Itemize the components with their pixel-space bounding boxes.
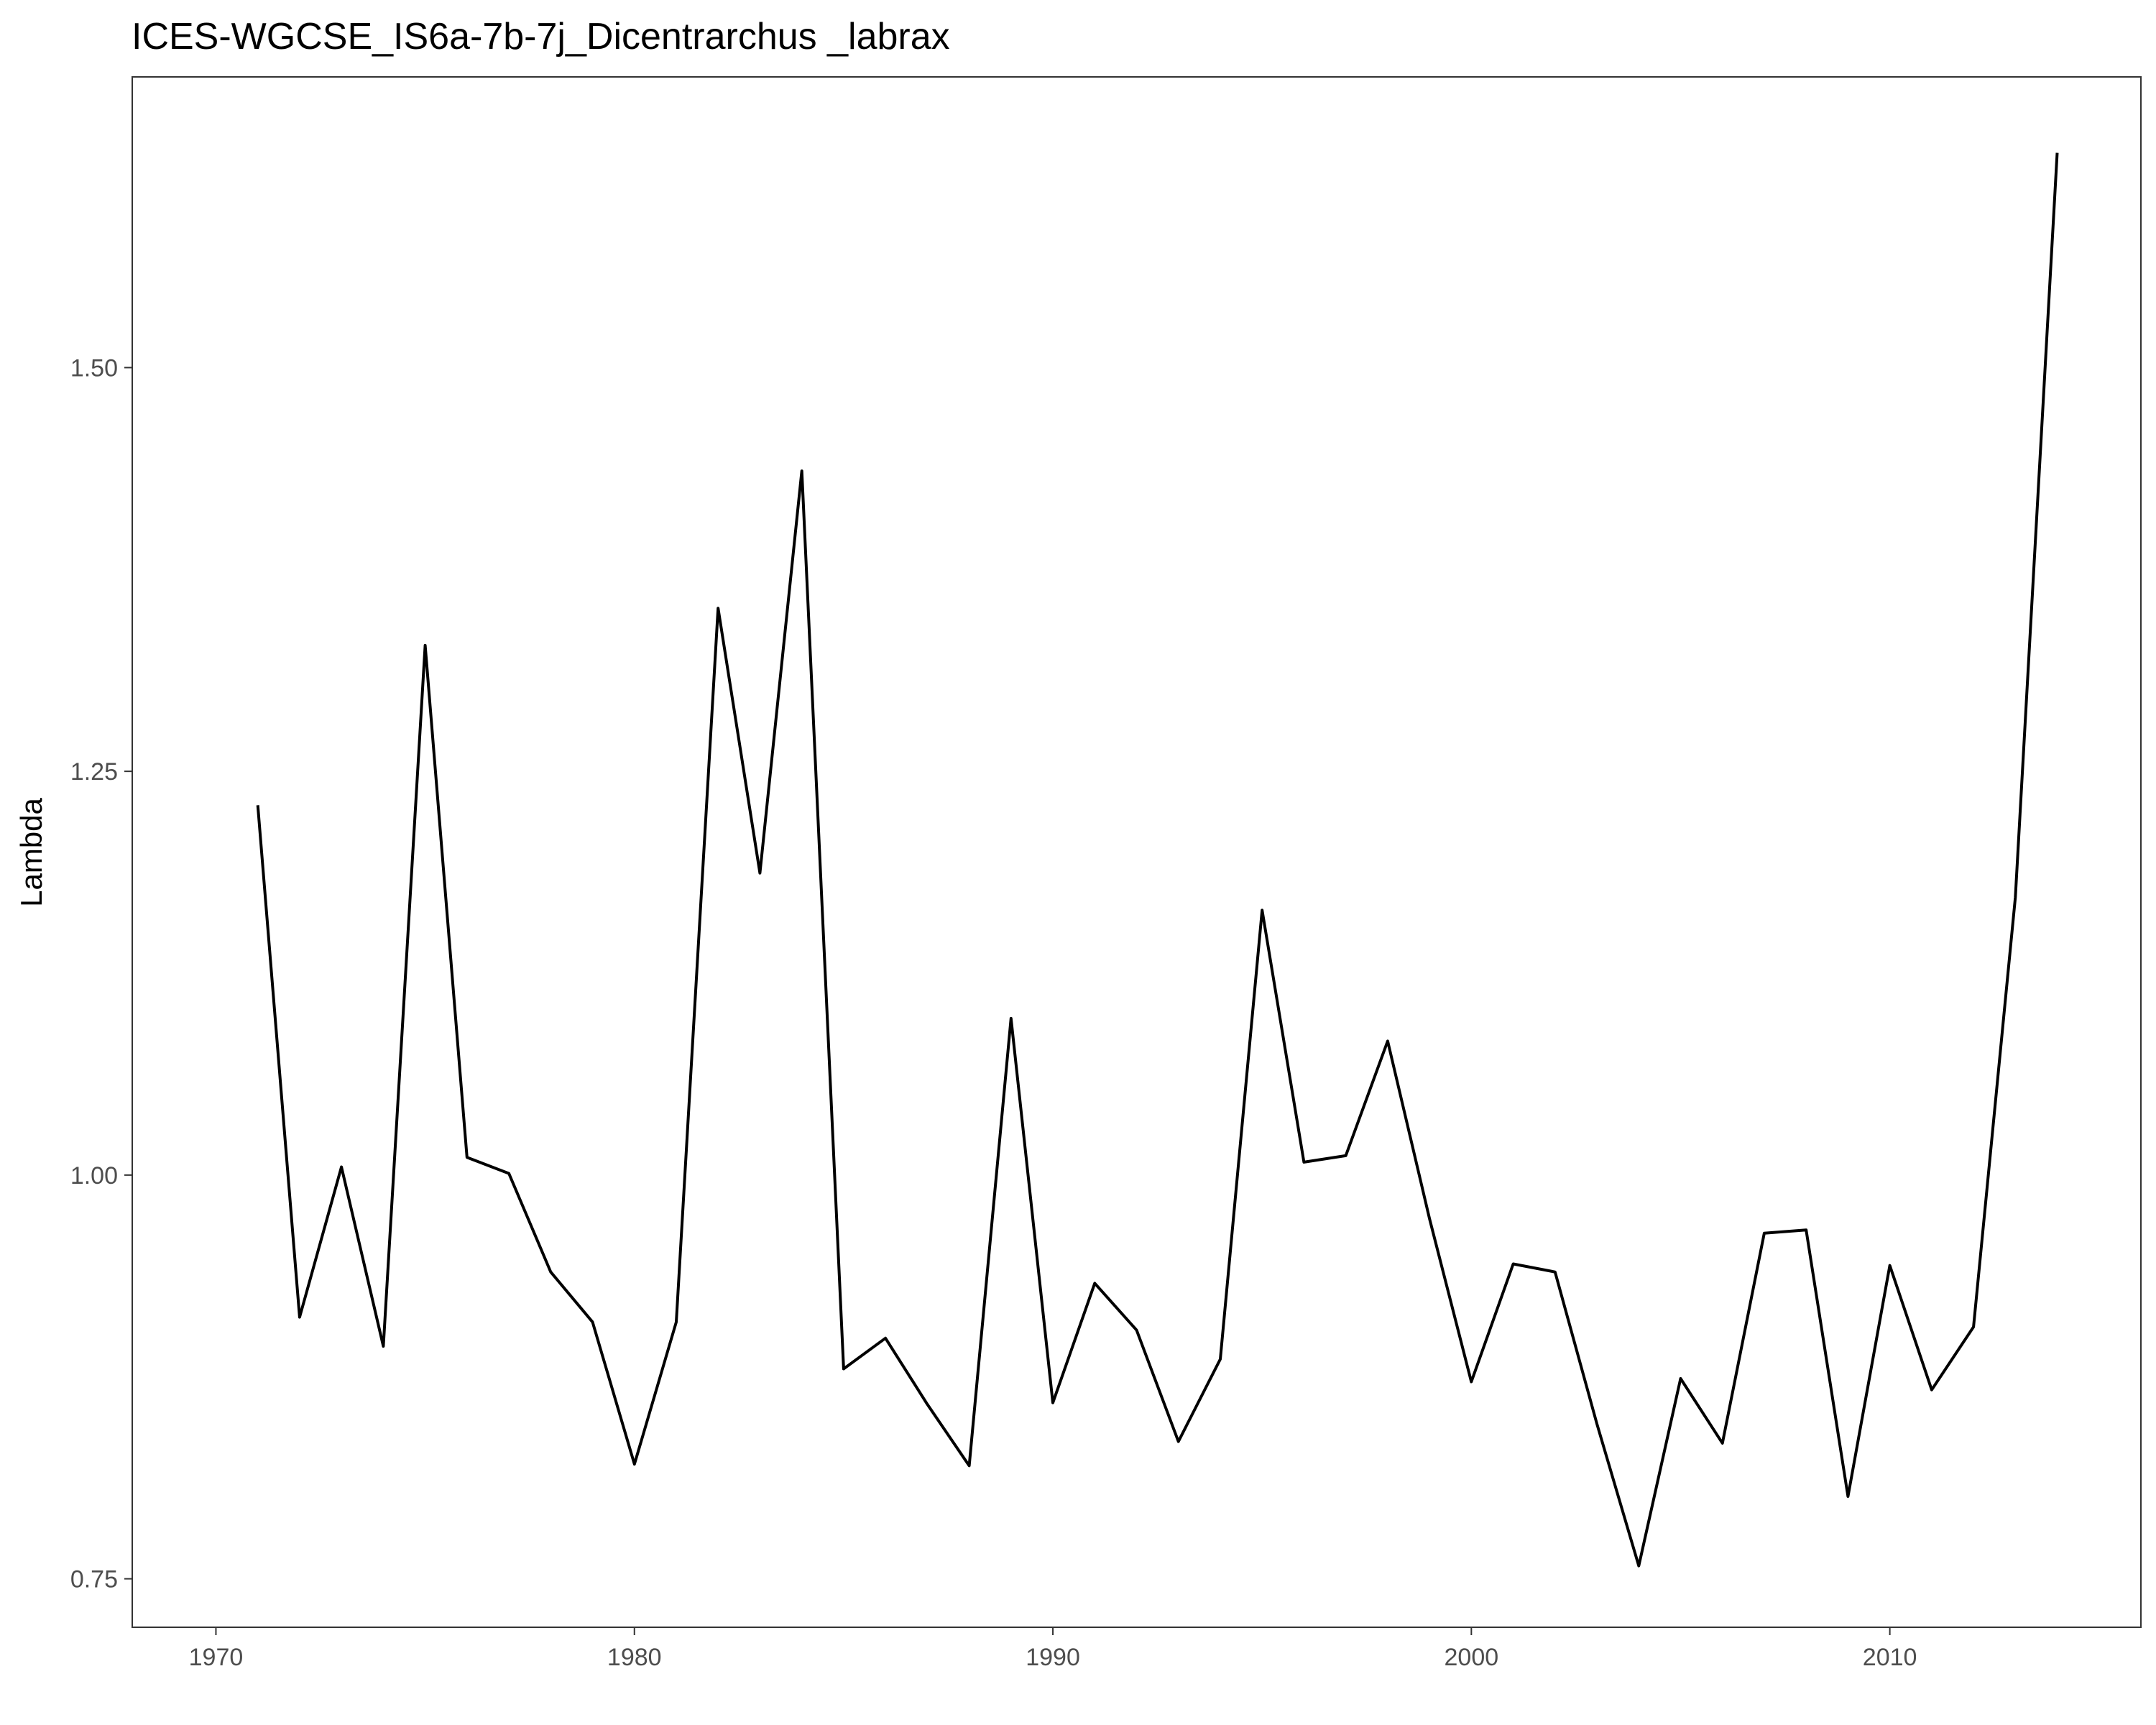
x-tick-label: 1990 <box>1026 1644 1080 1671</box>
x-tick-label: 1970 <box>189 1644 244 1671</box>
chart-title: ICES-WGCSE_IS6a-7b-7j_Dicentrarchus _lab… <box>132 16 950 58</box>
x-tick-label: 2010 <box>1863 1644 1917 1671</box>
y-tick-label: 1.25 <box>70 758 118 786</box>
y-tick-label: 1.00 <box>70 1162 118 1190</box>
x-axis: 1970 1980 1990 2000 2010 <box>189 1627 1917 1671</box>
y-axis: 0.75 1.00 1.25 1.50 <box>70 354 132 1593</box>
x-tick-label: 1980 <box>607 1644 662 1671</box>
plot-panel <box>132 76 2142 1628</box>
y-axis-label: Lambda <box>14 797 48 906</box>
y-tick-label: 0.75 <box>70 1566 118 1593</box>
x-tick-label: 2000 <box>1445 1644 1499 1671</box>
y-tick-label: 1.50 <box>70 354 118 382</box>
lambda-series-line <box>256 152 2059 1568</box>
